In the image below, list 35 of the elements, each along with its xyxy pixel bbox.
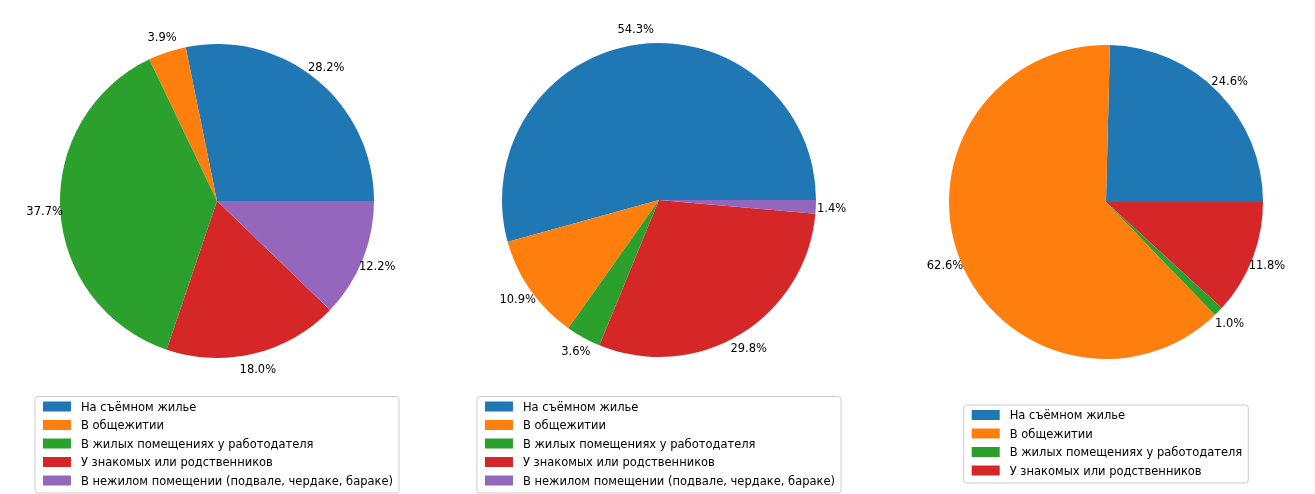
data-label: 3.6% <box>561 344 591 359</box>
data-label: 10.9% <box>499 292 537 307</box>
data-label: 12.2% <box>358 258 396 273</box>
legend-label: В жилых помещениях у работодателя <box>80 436 314 451</box>
legend-label: В жилых помещениях у работодателя <box>1009 445 1243 459</box>
data-label: 54.3% <box>617 21 655 36</box>
data-label: 29.8% <box>730 340 768 355</box>
pie-slice <box>185 44 374 201</box>
pie-slice <box>502 43 816 242</box>
pie-slice <box>568 200 659 346</box>
pie-slice <box>149 47 217 201</box>
legend-label: В общежитии <box>1009 426 1093 441</box>
data-label: 18.0% <box>239 361 277 376</box>
data-label: 3.9% <box>147 30 177 45</box>
legend-label: У знакомых или родственников <box>80 455 274 469</box>
legend-label: На съёмном жилье <box>522 399 639 414</box>
legend-label: На съёмном жилье <box>1009 408 1126 422</box>
legend-label: В общежитии <box>522 418 607 432</box>
legend-label: В нежилом помещении (подвале, чердаке, бараке) <box>80 473 394 488</box>
data-label: 62.6% <box>926 257 964 272</box>
pie-slice <box>1106 45 1263 202</box>
data-label: 1.4% <box>816 200 847 215</box>
legend-label: В жилых помещениях у работодателя <box>522 436 756 451</box>
data-label: 1.0% <box>1215 315 1245 330</box>
data-label: 11.8% <box>1248 257 1286 272</box>
pie-slice <box>166 201 331 358</box>
legend-label: У знакомых или родственников <box>1009 463 1202 478</box>
legend-label: В общежитии <box>80 418 165 432</box>
legend-label: У знакомых или родственников <box>522 455 716 469</box>
legend-label: В нежилом помещении (подвале, чердаке, бараке) <box>522 473 836 488</box>
pie-slice <box>1106 202 1222 316</box>
legend-label: На съёмном жилье <box>80 399 197 414</box>
data-label: 24.6% <box>1211 74 1248 89</box>
data-label: 28.2% <box>307 60 345 75</box>
pie-slice <box>599 200 816 357</box>
